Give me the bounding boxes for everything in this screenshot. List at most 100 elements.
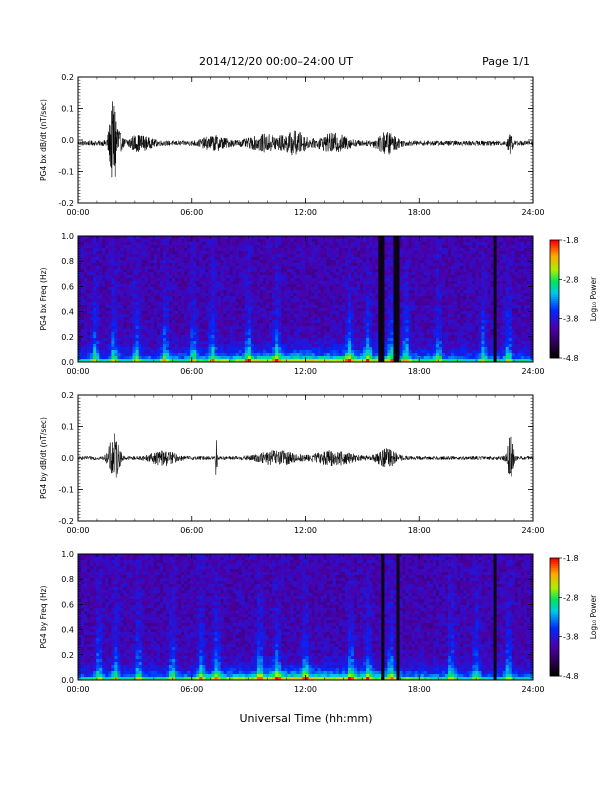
spectrogram-cell (130, 332, 133, 335)
spectrogram-cell (366, 278, 369, 281)
spectrogram-cell (148, 353, 151, 356)
spectrogram-cell (357, 284, 360, 287)
spectrogram-cell (263, 257, 266, 260)
spectrogram-cell (105, 287, 108, 290)
spectrogram-cell (117, 245, 120, 248)
spectrogram-cell (93, 263, 96, 266)
spectrogram-cell (284, 347, 287, 350)
spectrogram-cell (287, 260, 290, 263)
spectrogram-cell (151, 257, 154, 260)
spectrogram-cell (390, 329, 393, 332)
spectrogram-cell (87, 275, 90, 278)
spectrogram-cell (199, 311, 202, 314)
spectrogram-cell (178, 260, 181, 263)
spectrogram-cell (93, 278, 96, 281)
spectrogram-cell (169, 296, 172, 299)
spectrogram-cell (384, 278, 387, 281)
spectrogram-cell (421, 338, 424, 341)
spectrogram-cell (114, 299, 117, 302)
spectrogram-cell (324, 257, 327, 260)
spectrogram-cell (239, 335, 242, 338)
spectrogram-cell (142, 269, 145, 272)
spectrogram-cell (351, 254, 354, 257)
spectrogram-cell (275, 311, 278, 314)
spectrogram-cell (372, 323, 375, 326)
spectrogram-cell (242, 353, 245, 356)
spectrogram-cell (290, 350, 293, 353)
spectrogram-cell (227, 293, 230, 296)
spectrogram-cell (93, 335, 96, 338)
spectrogram-cell (187, 251, 190, 254)
spectrogram-cell (348, 275, 351, 278)
spectrogram-cell (245, 242, 248, 245)
spectrogram-cell (187, 323, 190, 326)
spectrogram-cell (130, 299, 133, 302)
spectrogram-cell (215, 329, 218, 332)
spectrogram-cell (381, 314, 384, 317)
spectrogram-cell (324, 326, 327, 329)
spectrogram-cell (230, 287, 233, 290)
spectrogram-cell (287, 281, 290, 284)
spectrogram-cell (151, 317, 154, 320)
spectrogram-cell (409, 329, 412, 332)
spectrogram-cell (275, 323, 278, 326)
spectrogram-cell (78, 299, 81, 302)
spectrogram-cell (154, 344, 157, 347)
spectrogram-cell (96, 299, 99, 302)
spectrogram-cell (257, 323, 260, 326)
spectrogram-cell (269, 350, 272, 353)
spectrogram-cell (387, 317, 390, 320)
spectrogram-cell (324, 335, 327, 338)
spectrogram-cell (424, 341, 427, 344)
spectrogram-cell (336, 344, 339, 347)
spectrogram-cell (381, 296, 384, 299)
spectrogram-cell (166, 302, 169, 305)
spectrogram-cell (127, 257, 130, 260)
spectrogram-cell (397, 284, 400, 287)
spectrogram-cell (114, 245, 117, 248)
spectrogram-cell (345, 344, 348, 347)
spectrogram-cell (418, 260, 421, 263)
spectrogram-cell (199, 320, 202, 323)
spectrogram-cell (175, 302, 178, 305)
spectrogram-cell (211, 272, 214, 275)
spectrogram-cell (287, 272, 290, 275)
spectrogram-cell (242, 323, 245, 326)
spectrogram-cell (93, 350, 96, 353)
spectrogram-cell (163, 272, 166, 275)
spectrogram-cell (381, 323, 384, 326)
spectrogram-cell (184, 275, 187, 278)
spectrogram-cell (84, 272, 87, 275)
spectrogram-cell (272, 236, 275, 239)
spectrogram-cell (275, 242, 278, 245)
spectrogram-cell (196, 329, 199, 332)
spectrogram-cell (157, 275, 160, 278)
spectrogram-cell (124, 302, 127, 305)
spectrogram-cell (248, 353, 251, 356)
spectrogram-cell (333, 242, 336, 245)
spectrogram-cell (375, 326, 378, 329)
spectrogram-cell (372, 257, 375, 260)
spectrogram-cell (327, 305, 330, 308)
spectrogram-cell (415, 278, 418, 281)
spectrogram-cell (312, 317, 315, 320)
spectrogram-cell (369, 326, 372, 329)
spectrogram-cell (412, 293, 415, 296)
spectrogram-cell (251, 284, 254, 287)
spectrogram-cell (315, 344, 318, 347)
spectrogram-cell (230, 257, 233, 260)
spectrogram-cell (348, 341, 351, 344)
spectrogram-cell (327, 269, 330, 272)
spectrogram-cell (333, 305, 336, 308)
spectrogram-cell (124, 314, 127, 317)
spectrogram-cell (351, 257, 354, 260)
spectrogram-cell (239, 269, 242, 272)
spectrogram-cell (133, 266, 136, 269)
spectrogram-cell (254, 329, 257, 332)
spectrogram-cell (409, 311, 412, 314)
spectrogram-cell (366, 248, 369, 251)
spectrogram-cell (157, 305, 160, 308)
spectrogram-cell (245, 236, 248, 239)
spectrogram-cell (136, 278, 139, 281)
spectrogram-cell (397, 356, 400, 359)
